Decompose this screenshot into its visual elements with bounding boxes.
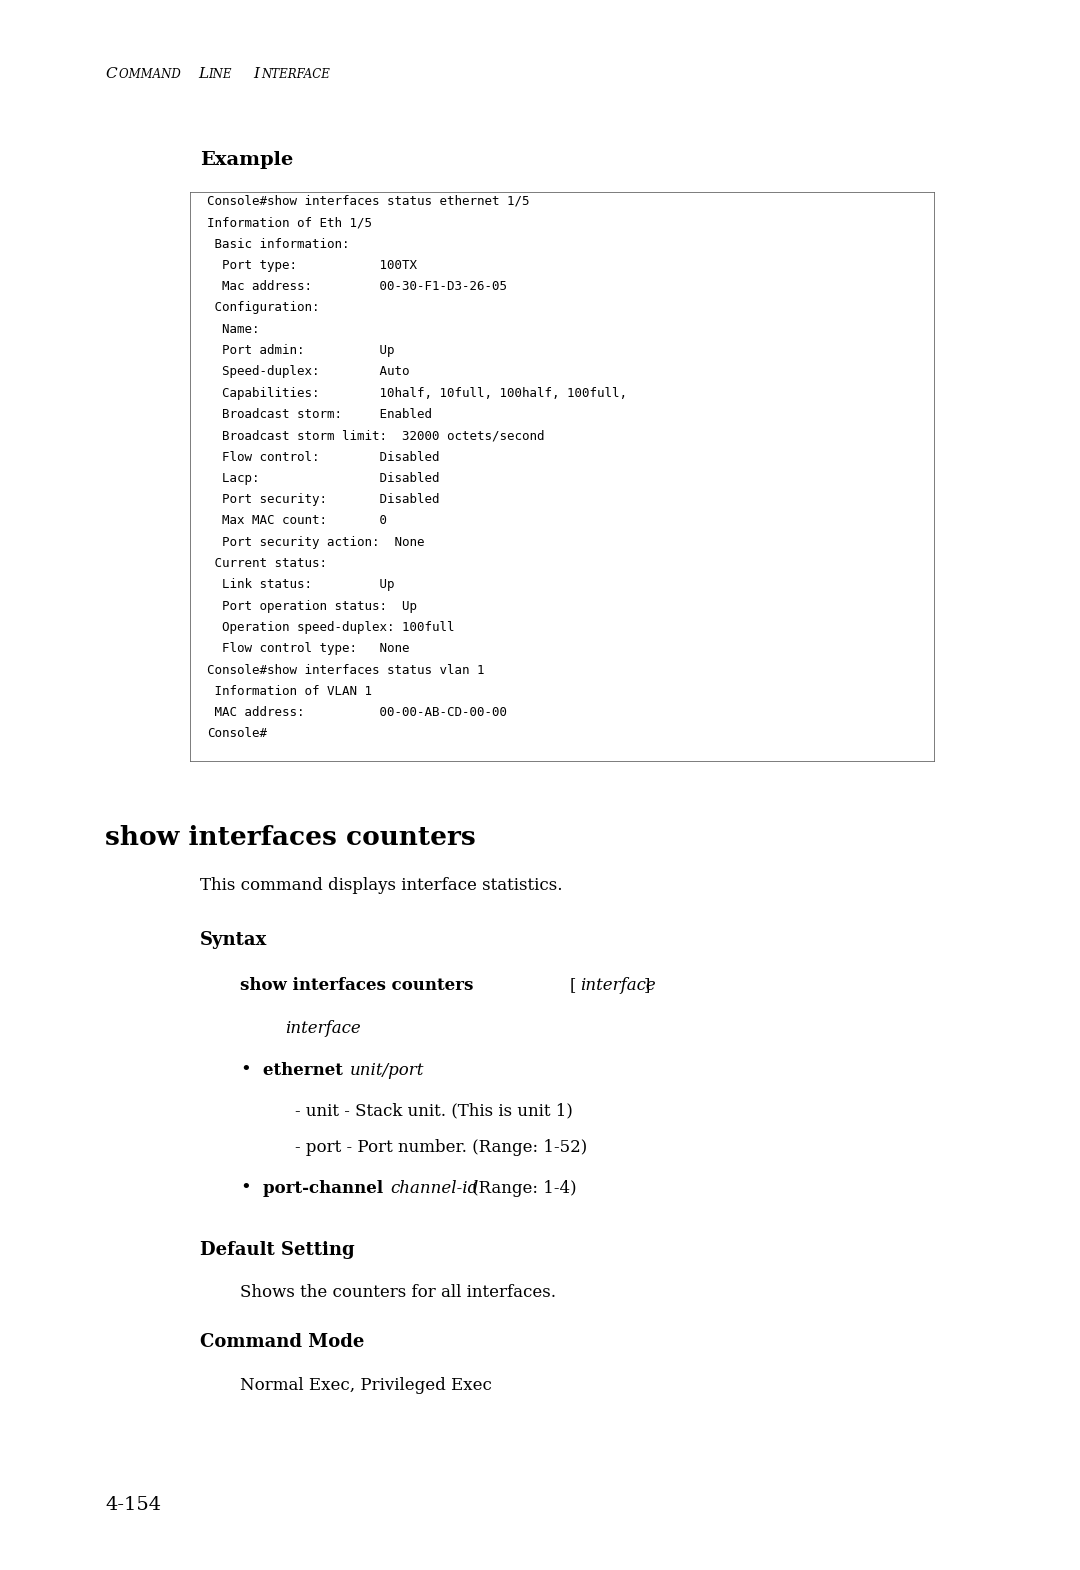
Text: Port type:           100TX: Port type: 100TX <box>207 259 417 272</box>
Text: NTERFACE: NTERFACE <box>261 68 329 82</box>
Text: - unit - Stack unit. (This is unit 1): - unit - Stack unit. (This is unit 1) <box>295 1102 572 1119</box>
Text: Port security action:  None: Port security action: None <box>207 535 424 549</box>
Text: unit/port: unit/port <box>350 1061 424 1079</box>
Text: show interfaces counters: show interfaces counters <box>105 824 476 849</box>
Text: Configuration:: Configuration: <box>207 301 320 314</box>
Text: Capabilities:        10half, 10full, 100half, 100full,: Capabilities: 10half, 10full, 100half, 1… <box>207 386 627 400</box>
Text: Command Mode: Command Mode <box>200 1333 364 1352</box>
Text: ethernet: ethernet <box>264 1061 349 1079</box>
Text: Basic information:: Basic information: <box>207 237 350 251</box>
Text: Shows the counters for all interfaces.: Shows the counters for all interfaces. <box>240 1284 556 1302</box>
Text: Port operation status:  Up: Port operation status: Up <box>207 600 417 612</box>
Text: [: [ <box>570 977 577 994</box>
Text: Example: Example <box>200 151 294 170</box>
Text: L: L <box>198 68 208 82</box>
Text: This command displays interface statistics.: This command displays interface statisti… <box>200 878 563 893</box>
Text: interface: interface <box>285 1020 361 1038</box>
Text: - port - Port number. (Range: 1-52): - port - Port number. (Range: 1-52) <box>295 1138 588 1156</box>
Text: MAC address:          00-00-AB-CD-00-00: MAC address: 00-00-AB-CD-00-00 <box>207 706 507 719</box>
Text: channel-id: channel-id <box>390 1181 478 1196</box>
Text: show interfaces counters: show interfaces counters <box>240 977 480 994</box>
Text: •: • <box>240 1179 251 1196</box>
Text: INE: INE <box>208 68 235 82</box>
Text: Lacp:                Disabled: Lacp: Disabled <box>207 473 440 485</box>
Text: Console#show interfaces status vlan 1: Console#show interfaces status vlan 1 <box>207 664 485 677</box>
Text: Default Setting: Default Setting <box>200 1240 354 1259</box>
Text: ]: ] <box>644 977 650 994</box>
Text: Mac address:         00-30-F1-D3-26-05: Mac address: 00-30-F1-D3-26-05 <box>207 279 507 294</box>
Text: port-channel: port-channel <box>264 1181 389 1196</box>
Text: Port security:       Disabled: Port security: Disabled <box>207 493 440 506</box>
Text: Information of Eth 1/5: Information of Eth 1/5 <box>207 217 372 229</box>
Text: Syntax: Syntax <box>200 931 267 948</box>
Text: I: I <box>253 68 259 82</box>
Text: Operation speed-duplex: 100full: Operation speed-duplex: 100full <box>207 622 455 634</box>
Text: interface: interface <box>580 977 656 994</box>
Text: Speed-duplex:        Auto: Speed-duplex: Auto <box>207 366 409 378</box>
Text: Console#: Console# <box>207 727 267 741</box>
Text: (Range: 1-4): (Range: 1-4) <box>472 1181 577 1196</box>
Text: Port admin:          Up: Port admin: Up <box>207 344 394 356</box>
Text: Console#show interfaces status ethernet 1/5: Console#show interfaces status ethernet … <box>207 195 529 207</box>
Text: •: • <box>240 1061 251 1079</box>
Text: OMMAND: OMMAND <box>119 68 185 82</box>
Text: Broadcast storm:     Enabled: Broadcast storm: Enabled <box>207 408 432 421</box>
Text: Link status:         Up: Link status: Up <box>207 578 394 592</box>
Text: Name:: Name: <box>207 323 259 336</box>
Text: Flow control:        Disabled: Flow control: Disabled <box>207 451 440 463</box>
Text: Flow control type:   None: Flow control type: None <box>207 642 409 655</box>
Text: Information of VLAN 1: Information of VLAN 1 <box>207 685 372 699</box>
Text: Normal Exec, Privileged Exec: Normal Exec, Privileged Exec <box>240 1377 491 1394</box>
Text: Current status:: Current status: <box>207 557 327 570</box>
Text: Max MAC count:       0: Max MAC count: 0 <box>207 515 387 528</box>
Text: C: C <box>105 68 117 82</box>
Text: 4-154: 4-154 <box>105 1496 161 1513</box>
Text: Broadcast storm limit:  32000 octets/second: Broadcast storm limit: 32000 octets/seco… <box>207 429 544 443</box>
